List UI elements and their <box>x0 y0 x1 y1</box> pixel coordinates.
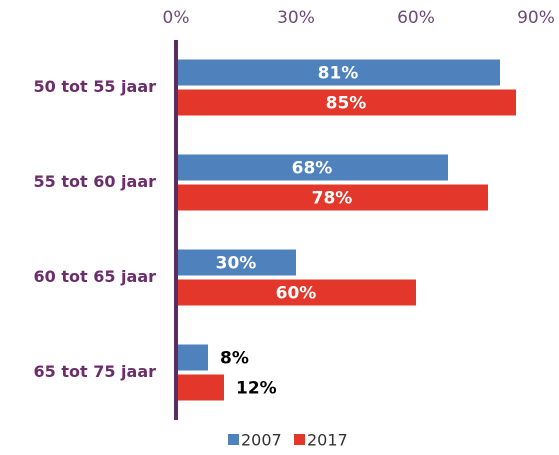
value-label: 78% <box>312 189 353 209</box>
value-label: 81% <box>318 64 359 84</box>
x-tick-label: 60% <box>397 8 435 28</box>
x-tick-label: 0% <box>163 8 190 28</box>
legend-label: 2007 <box>241 431 282 450</box>
legend-swatch <box>228 434 239 445</box>
x-tick-label: 90% <box>517 8 555 28</box>
category-label: 55 tot 60 jaar <box>34 172 157 191</box>
category-label: 50 tot 55 jaar <box>34 77 157 96</box>
value-label: 8% <box>220 349 249 369</box>
value-label: 12% <box>236 379 277 399</box>
value-label: 60% <box>276 284 317 304</box>
bar <box>176 154 448 181</box>
value-label: 68% <box>292 159 333 179</box>
bar <box>176 279 416 306</box>
bar <box>176 89 516 116</box>
legend-label: 2017 <box>307 431 348 450</box>
category-label: 60 tot 65 jaar <box>34 267 157 286</box>
bar <box>176 184 488 211</box>
value-label: 85% <box>326 94 367 114</box>
x-tick-label: 30% <box>277 8 315 28</box>
bar <box>176 344 208 371</box>
bar <box>176 374 224 401</box>
legend-swatch <box>294 434 305 445</box>
bar <box>176 59 500 86</box>
bar <box>176 249 296 276</box>
value-label: 30% <box>216 254 257 274</box>
category-label: 65 tot 75 jaar <box>34 362 157 381</box>
